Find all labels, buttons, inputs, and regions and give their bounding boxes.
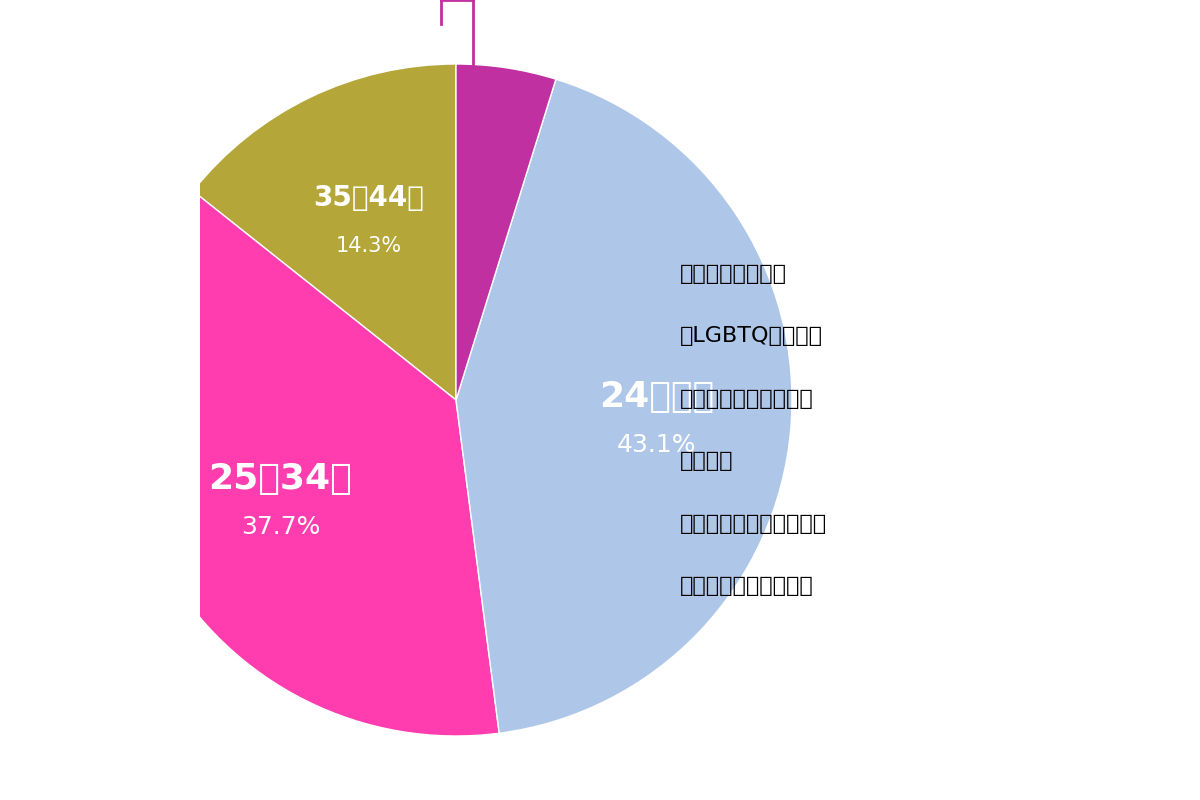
Text: 24歳以下: 24歳以下	[599, 381, 714, 414]
Wedge shape	[120, 191, 499, 736]
Text: 37.7%: 37.7%	[241, 515, 320, 539]
Text: ・アライでありたいと: ・アライでありたいと	[680, 389, 814, 409]
Wedge shape	[456, 79, 792, 734]
Text: 』フォロワー層』: 』フォロワー層』	[680, 264, 787, 284]
Text: ・性に関するモヤモヤや: ・性に関するモヤモヤや	[680, 514, 827, 534]
Text: 疡問を感じている人: 疡問を感じている人	[680, 576, 814, 596]
Wedge shape	[456, 64, 556, 400]
Text: ・LGBTQ＋当事者: ・LGBTQ＋当事者	[680, 326, 823, 346]
Text: 思う人: 思う人	[680, 451, 733, 471]
Text: 35〒44歳: 35〒44歳	[313, 185, 424, 213]
Text: 25〒34歳: 25〒34歳	[209, 462, 353, 496]
Wedge shape	[193, 64, 456, 400]
Text: 43.1%: 43.1%	[617, 434, 696, 458]
Text: 14.3%: 14.3%	[335, 237, 402, 257]
